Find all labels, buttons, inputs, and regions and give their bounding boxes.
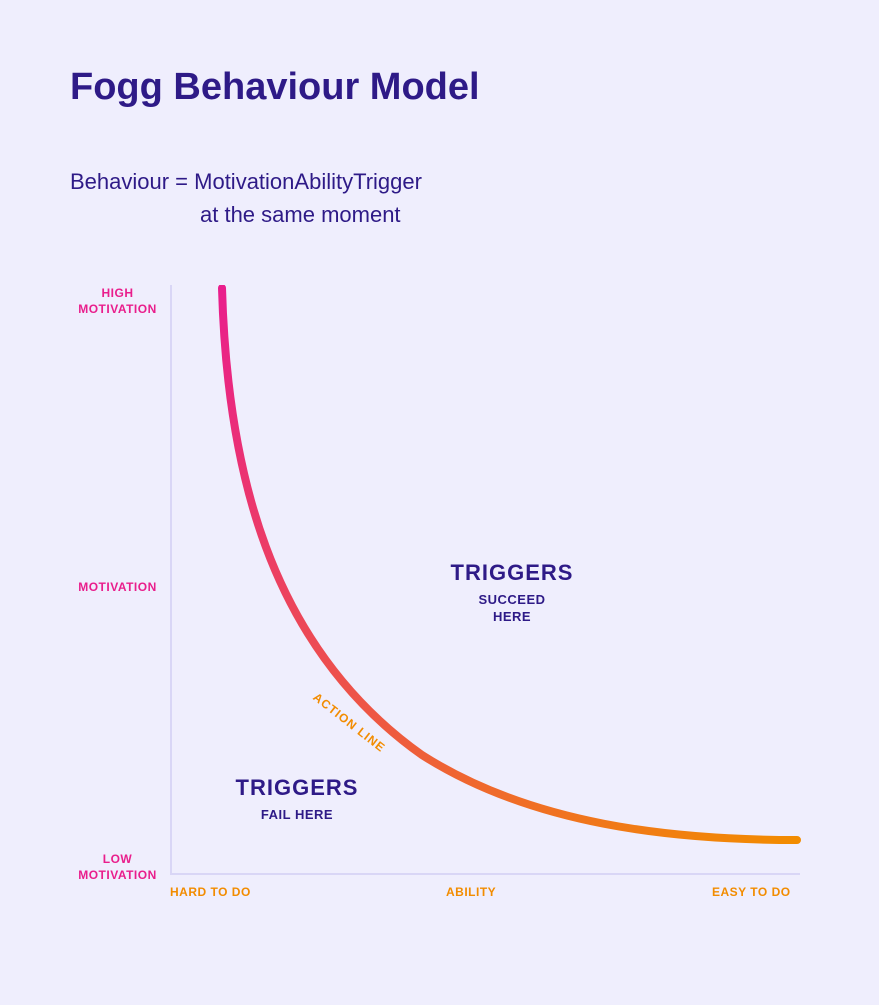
succeed-sub2: HERE xyxy=(422,609,602,624)
annotation-succeed: TRIGGERS SUCCEED HERE xyxy=(422,560,602,624)
x-label-right: EASY TO DO xyxy=(712,885,791,899)
fail-title: TRIGGERS xyxy=(207,775,387,801)
y-label-low: LOWMOTIVATION xyxy=(70,851,165,883)
page-title: Fogg Behaviour Model xyxy=(70,66,480,109)
y-label-high: HIGHMOTIVATION xyxy=(70,285,165,317)
fogg-chart: HIGHMOTIVATION MOTIVATION LOWMOTIVATION … xyxy=(70,285,810,915)
fail-sub1: FAIL HERE xyxy=(207,807,387,822)
succeed-title: TRIGGERS xyxy=(422,560,602,586)
x-label-mid: ABILITY xyxy=(446,885,496,899)
succeed-sub1: SUCCEED xyxy=(422,592,602,607)
x-label-left: HARD TO DO xyxy=(170,885,251,899)
plot-area: ACTION LINE TRIGGERS SUCCEED HERE TRIGGE… xyxy=(170,285,800,875)
y-label-mid: MOTIVATION xyxy=(70,579,165,595)
formula-line2: at the same moment xyxy=(200,198,422,231)
formula-text: Behaviour = MotivationAbilityTrigger at … xyxy=(70,165,422,231)
annotation-fail: TRIGGERS FAIL HERE xyxy=(207,775,387,822)
formula-line1: Behaviour = MotivationAbilityTrigger xyxy=(70,165,422,198)
